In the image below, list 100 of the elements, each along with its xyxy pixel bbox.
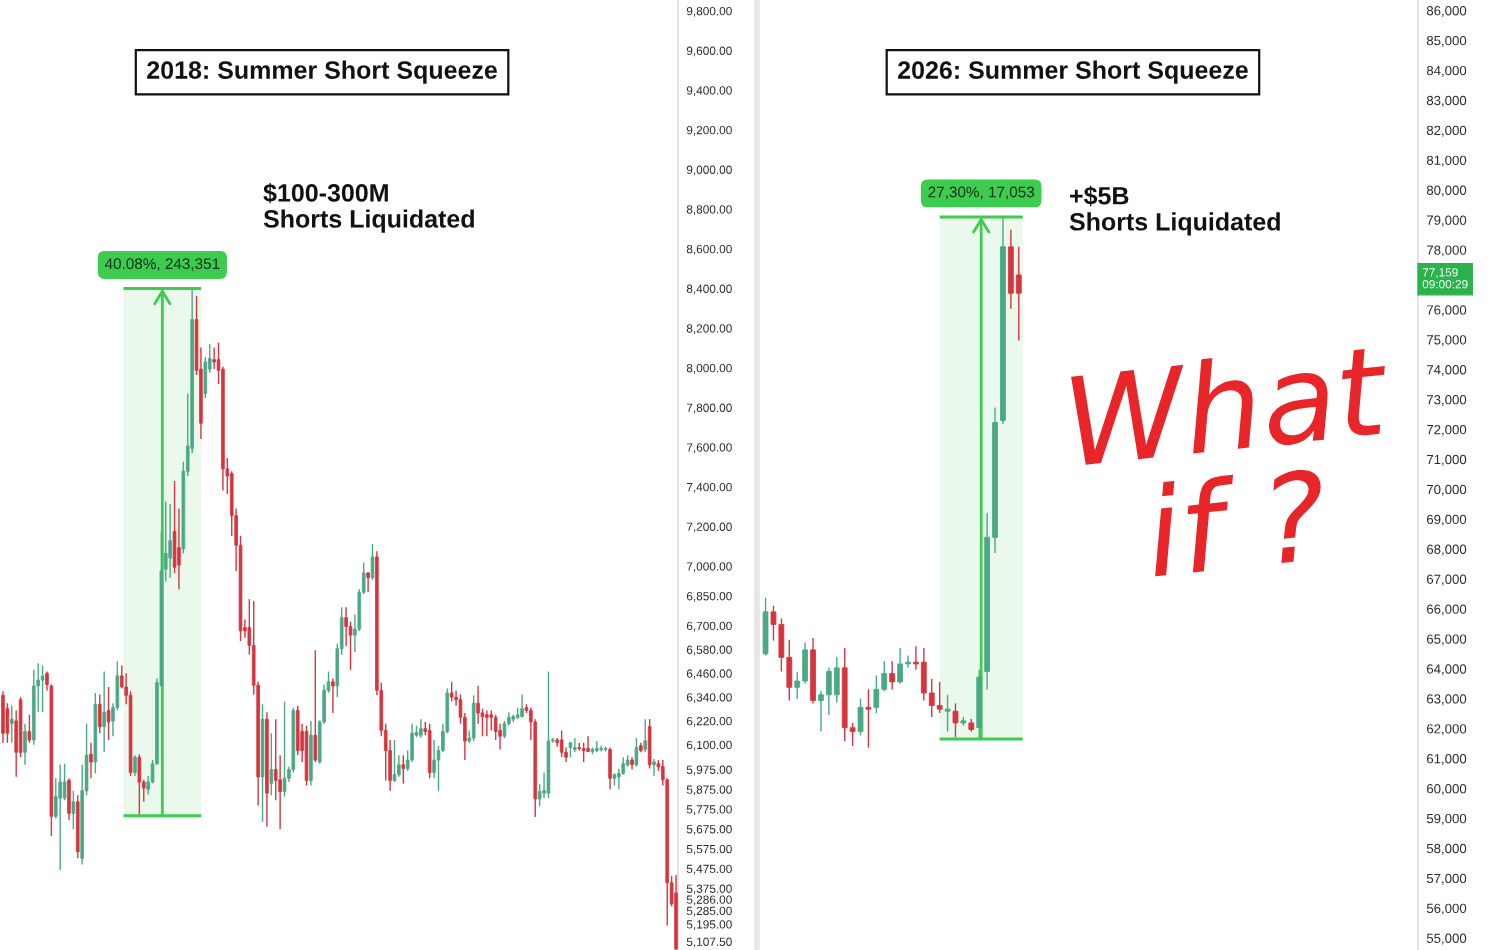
y-tick-label: 63,000 (1427, 694, 1467, 706)
y-tick-label: 83,000 (1426, 95, 1467, 107)
y-tick-label: 68,000 (1427, 544, 1467, 556)
y-tick-label: 5,975.00 (686, 765, 732, 776)
y-tick-label: 9,200.00 (686, 125, 732, 136)
y-tick-label: 55,000 (1426, 933, 1467, 945)
candlestick (794, 671, 801, 700)
y-tick-label: 85,000 (1426, 35, 1467, 47)
y-tick-label: 5,286.00 (686, 895, 732, 906)
y-tick-label: 64,000 (1427, 664, 1467, 676)
candlestick (865, 688, 872, 749)
y-tick-label: 71,000 (1427, 454, 1467, 466)
candlestick (449, 681, 454, 703)
candlestick (476, 685, 480, 725)
candlestick (559, 729, 564, 758)
candlestick (905, 654, 911, 669)
y-tick-label: 6,460.00 (686, 669, 732, 680)
y-tick-label: 7,600.00 (686, 443, 732, 454)
y-tick-label: 5,285.00 (686, 906, 732, 917)
y-tick-label: 8,200.00 (686, 324, 732, 335)
candlestick (133, 754, 137, 777)
y-tick-label: 7,200.00 (686, 522, 732, 533)
y-tick-label: 9,600.00 (686, 46, 732, 57)
candlestick (881, 660, 888, 692)
candlestick (1015, 246, 1022, 342)
candlestick (102, 670, 106, 753)
annotation: What if ? (1070, 340, 1392, 577)
text: 2026: Summer Short Squeeze (898, 60, 1248, 84)
candlestick (62, 763, 67, 801)
y-tick-label: 8,600.00 (686, 244, 732, 255)
candlestick (331, 677, 335, 714)
y-tick-label: 6,340.00 (686, 693, 732, 703)
candlestick (652, 758, 656, 777)
y-tick-label: 73,000 (1427, 395, 1467, 406)
y-tick-label: 79,000 (1427, 215, 1467, 227)
y-tick-label: 5,107.50 (686, 937, 732, 948)
candlestick (401, 754, 406, 785)
y-tick-label: 58,000 (1426, 843, 1467, 855)
candlestick (177, 507, 181, 590)
candlestick (873, 674, 880, 714)
y-tick-label: 7,800.00 (686, 403, 732, 414)
y-tick-label: 6,700.00 (686, 621, 732, 632)
y-tick-label: 59,000 (1426, 813, 1467, 825)
candlestick (282, 700, 287, 798)
y-tick-label: 56,000 (1426, 903, 1467, 915)
candlestick (370, 543, 375, 581)
y-tick-label: 69,000 (1427, 514, 1467, 526)
candlestick (10, 705, 14, 744)
candlestick (825, 667, 832, 716)
y-tick-label: 66,000 (1427, 604, 1467, 616)
candlestick (97, 693, 102, 734)
candlestick (818, 690, 824, 733)
y-tick-label: 5,675.00 (686, 825, 732, 835)
y-tick-label: 9,800.00 (686, 6, 732, 17)
candlestick (269, 732, 274, 796)
candlestick (489, 709, 494, 732)
candlestick (23, 723, 27, 766)
y-tick-label: 6,100.00 (686, 740, 732, 751)
candlestick (89, 742, 93, 779)
y-tick-label: 5,195.00 (686, 920, 732, 931)
candlestick (432, 739, 436, 779)
y-tick-label: 5,375.00 (686, 884, 732, 895)
text: 77,159 09:00:29 (1422, 268, 1468, 289)
y-tick-label: 5,575.00 (686, 844, 732, 855)
y-tick-label: 6,580.00 (686, 645, 732, 656)
y-tick-label: 57,000 (1426, 873, 1467, 885)
y-tick-label: 86,000 (1426, 6, 1467, 17)
band-label: 27,30%, 17,053 (928, 186, 1035, 200)
y-tick-label: 6,850.00 (686, 592, 732, 602)
y-tick-label: 78,000 (1427, 245, 1467, 257)
candlestick (643, 718, 648, 753)
candlestick (897, 647, 903, 685)
candlestick (944, 694, 951, 733)
y-tick-label: 62,000 (1427, 724, 1467, 736)
y-tick-label: 65,000 (1427, 634, 1467, 646)
y-tick-label: 60,000 (1427, 783, 1467, 795)
y-tick-label: 67,000 (1427, 574, 1467, 586)
candlestick (40, 664, 45, 713)
candlestick (634, 737, 639, 768)
y-tick-label: 8,000.00 (686, 363, 732, 374)
y-tick-label: 9,000.00 (686, 165, 732, 176)
annotation: $100-300M Shorts Liquidated (263, 182, 474, 233)
candlestick (71, 790, 76, 830)
y-tick-label: 81,000 (1426, 155, 1467, 167)
candlestick (889, 660, 896, 691)
candlestick (849, 722, 856, 747)
y-tick-label: 8,400.00 (686, 284, 732, 295)
candlestick (278, 754, 282, 830)
y-tick-label: 70,000 (1427, 484, 1467, 496)
candlestick (27, 714, 32, 744)
band-label: 40.08%, 243,351 (104, 258, 220, 271)
y-tick-label: 84,000 (1426, 65, 1467, 77)
y-tick-label: 72,000 (1427, 424, 1467, 436)
candlestick (928, 678, 935, 718)
y-tick-label: 76,000 (1427, 305, 1467, 317)
annotation: +$5B Shorts Liquidated (1069, 185, 1280, 236)
text: 2018: Summer Short Squeeze (147, 60, 497, 84)
candlestick (106, 686, 111, 741)
candlestick (913, 645, 919, 671)
y-tick-label: 5,475.00 (686, 864, 732, 875)
